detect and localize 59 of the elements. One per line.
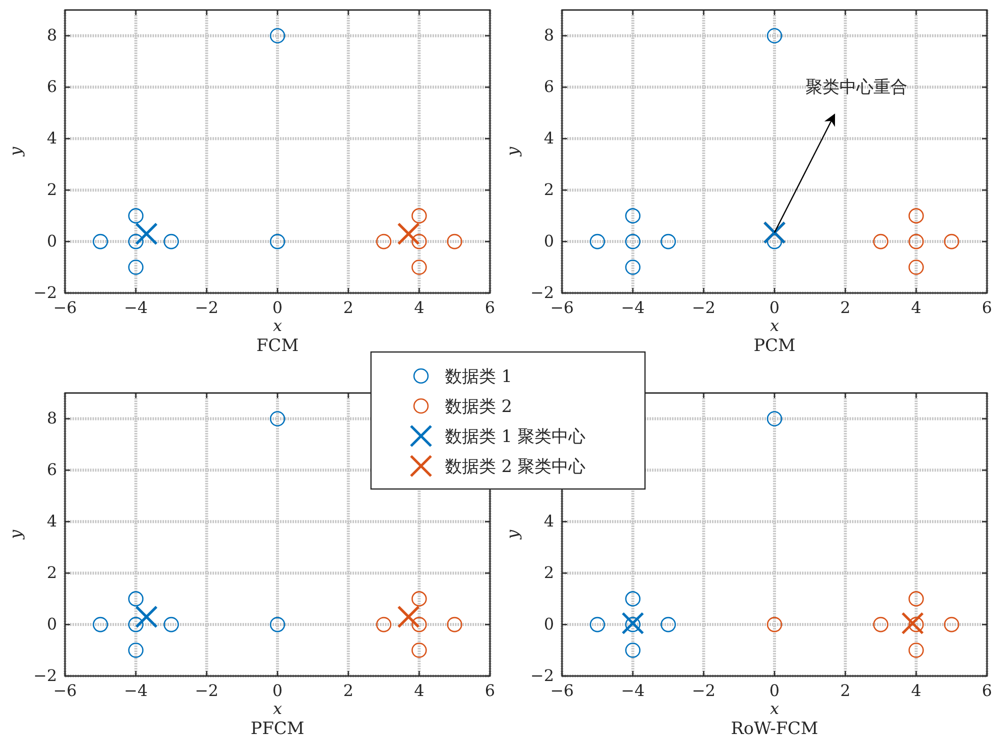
y-tick-label: 2 bbox=[544, 563, 554, 582]
y-axis-title: y bbox=[6, 529, 25, 540]
x-tick-label: 2 bbox=[840, 298, 850, 317]
x-tick-label: 6 bbox=[982, 298, 992, 317]
y-tick-label: 6 bbox=[46, 77, 57, 96]
x-axis-title: x bbox=[770, 699, 780, 718]
legend-label: 数据类 1 聚类中心 bbox=[445, 427, 586, 447]
x-tick-label: 0 bbox=[272, 298, 283, 317]
y-tick-label: 4 bbox=[544, 512, 554, 531]
y-axis-title: y bbox=[6, 146, 25, 158]
x-tick-label: −2 bbox=[692, 681, 716, 700]
y-axis-title: y bbox=[503, 529, 522, 540]
text: PFCM bbox=[250, 719, 304, 739]
y-tick-label: 0 bbox=[544, 232, 554, 251]
y-axis-title: y bbox=[503, 146, 522, 158]
y-tick-label: 4 bbox=[46, 128, 57, 148]
legend-label: 数据类 1 bbox=[445, 367, 512, 387]
x-tick-label: 6 bbox=[484, 298, 496, 317]
x-axis-title: x bbox=[272, 699, 282, 718]
x-tick-label: −4 bbox=[621, 298, 645, 317]
x-tick-label: 4 bbox=[414, 298, 424, 317]
x-tick-label: 2 bbox=[343, 681, 354, 700]
y-tick-label: 4 bbox=[544, 128, 554, 148]
x-tick-label: 6 bbox=[982, 681, 992, 700]
y-tick-label: 2 bbox=[544, 180, 554, 200]
x-tick-label: 4 bbox=[414, 681, 424, 700]
y-tick-label: 2 bbox=[46, 563, 57, 582]
x-tick-label: −4 bbox=[621, 681, 645, 700]
x-tick-label: −4 bbox=[124, 681, 148, 700]
legend-label: 数据类 2 聚类中心 bbox=[445, 457, 586, 477]
y-tick-label: 8 bbox=[46, 26, 57, 45]
legend-label: 数据类 2 bbox=[445, 397, 512, 417]
y-tick-label: 8 bbox=[544, 26, 554, 45]
text: PCM bbox=[754, 336, 796, 356]
y-tick-label: 6 bbox=[46, 460, 57, 480]
x-tick-label: −4 bbox=[124, 298, 148, 317]
y-tick-label: 8 bbox=[46, 408, 57, 428]
x-tick-label: −2 bbox=[194, 681, 218, 700]
x-tick-label: 0 bbox=[769, 681, 780, 700]
annotation: 聚类中心重合 bbox=[806, 78, 908, 98]
x-axis-title: x bbox=[770, 316, 780, 335]
x-tick-label: 2 bbox=[840, 681, 850, 700]
text: FCM bbox=[256, 336, 299, 356]
x-tick-label: −2 bbox=[194, 298, 218, 317]
y-tick-label: 0 bbox=[46, 232, 57, 251]
y-tick-label: 4 bbox=[46, 512, 57, 531]
text: RoW-FCM bbox=[730, 719, 818, 739]
x-tick-label: 4 bbox=[911, 298, 922, 317]
x-tick-label: 0 bbox=[272, 681, 283, 700]
x-axis-title: x bbox=[272, 316, 282, 335]
x-tick-label: 0 bbox=[769, 298, 780, 317]
y-tick-label: 0 bbox=[46, 614, 57, 634]
x-tick-label: 6 bbox=[484, 681, 496, 700]
y-tick-label: 2 bbox=[46, 180, 57, 200]
y-tick-label: 6 bbox=[544, 77, 554, 96]
y-tick-label: 0 bbox=[544, 614, 554, 634]
x-tick-label: 2 bbox=[343, 298, 354, 317]
x-tick-label: 4 bbox=[911, 681, 922, 700]
x-tick-label: −2 bbox=[692, 298, 716, 317]
